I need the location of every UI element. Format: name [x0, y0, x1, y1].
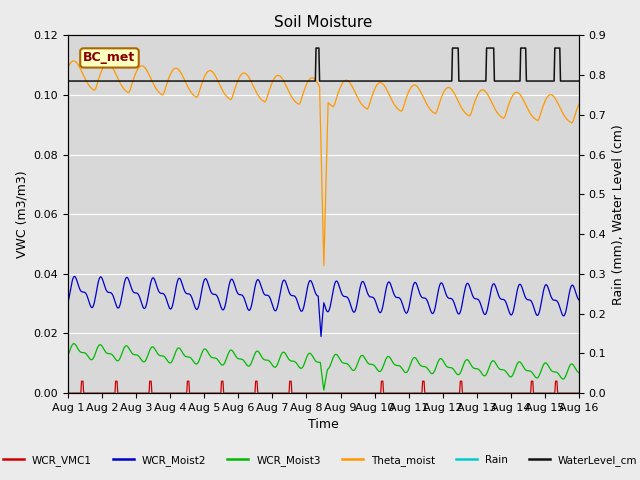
WaterLevel_cm [126, 78, 134, 84]
WCR_VMC1 [205, 390, 213, 396]
WCR_Moist3 [402, 370, 410, 375]
Text: BC_met: BC_met [83, 51, 136, 64]
Theta_moist [205, 68, 213, 73]
Theta_moist [64, 64, 72, 70]
Rain [400, 390, 408, 396]
Rain [64, 390, 72, 396]
WaterLevel_cm [312, 45, 320, 51]
WCR_VMC1 [77, 378, 85, 384]
WCR_Moist2 [387, 281, 394, 287]
WCR_VMC1 [575, 390, 583, 396]
WCR_Moist2 [402, 310, 410, 315]
Rain [178, 390, 186, 396]
WCR_Moist3 [575, 370, 583, 375]
Theta_moist [70, 58, 77, 64]
WCR_VMC1 [127, 390, 134, 396]
WCR_Moist3 [74, 346, 82, 352]
WCR_Moist2 [74, 281, 82, 287]
Theta_moist [402, 97, 410, 103]
WCR_Moist3 [387, 356, 394, 361]
WCR_Moist2 [205, 285, 213, 291]
Theta_moist [74, 61, 82, 67]
WCR_VMC1 [401, 390, 409, 396]
WCR_Moist3 [205, 352, 213, 358]
Rain [205, 390, 212, 396]
WCR_Moist2 [317, 334, 325, 339]
Line: Theta_moist: Theta_moist [68, 61, 579, 265]
WCR_VMC1 [386, 390, 394, 396]
WCR_Moist3 [179, 349, 186, 355]
Theta_moist [179, 73, 186, 79]
Theta_moist [387, 95, 394, 101]
WCR_Moist2 [64, 300, 72, 305]
WCR_Moist3 [64, 352, 72, 358]
WCR_Moist2 [127, 283, 134, 288]
Legend: WCR_VMC1, WCR_Moist2, WCR_Moist3, Theta_moist, Rain, WaterLevel_cm: WCR_VMC1, WCR_Moist2, WCR_Moist3, Theta_… [0, 451, 640, 470]
Rain [74, 390, 81, 396]
WaterLevel_cm [401, 78, 409, 84]
Rain [385, 390, 393, 396]
WCR_Moist2 [70, 274, 78, 279]
WCR_Moist2 [179, 282, 186, 288]
Line: WCR_Moist3: WCR_Moist3 [68, 344, 579, 390]
WCR_VMC1 [179, 390, 186, 396]
WCR_Moist3 [127, 348, 134, 354]
Rain [126, 390, 134, 396]
Title: Soil Moisture: Soil Moisture [275, 15, 372, 30]
WaterLevel_cm [74, 78, 81, 84]
WCR_Moist2 [575, 297, 583, 303]
WaterLevel_cm [178, 78, 186, 84]
WaterLevel_cm [64, 78, 72, 84]
WCR_Moist3 [320, 387, 328, 393]
WCR_VMC1 [74, 390, 81, 396]
Line: WCR_Moist2: WCR_Moist2 [68, 276, 579, 336]
Theta_moist [127, 85, 134, 91]
WaterLevel_cm [205, 78, 212, 84]
WaterLevel_cm [575, 78, 583, 84]
Theta_moist [320, 263, 328, 268]
Rain [575, 390, 583, 396]
Line: WaterLevel_cm: WaterLevel_cm [68, 48, 579, 81]
Theta_moist [575, 101, 583, 107]
WCR_Moist3 [70, 341, 77, 347]
WaterLevel_cm [386, 78, 394, 84]
X-axis label: Time: Time [308, 419, 339, 432]
Y-axis label: VWC (m3/m3): VWC (m3/m3) [15, 170, 28, 258]
Y-axis label: Rain (mm), Water Level (cm): Rain (mm), Water Level (cm) [612, 124, 625, 305]
Line: WCR_VMC1: WCR_VMC1 [68, 381, 579, 393]
WCR_VMC1 [64, 390, 72, 396]
